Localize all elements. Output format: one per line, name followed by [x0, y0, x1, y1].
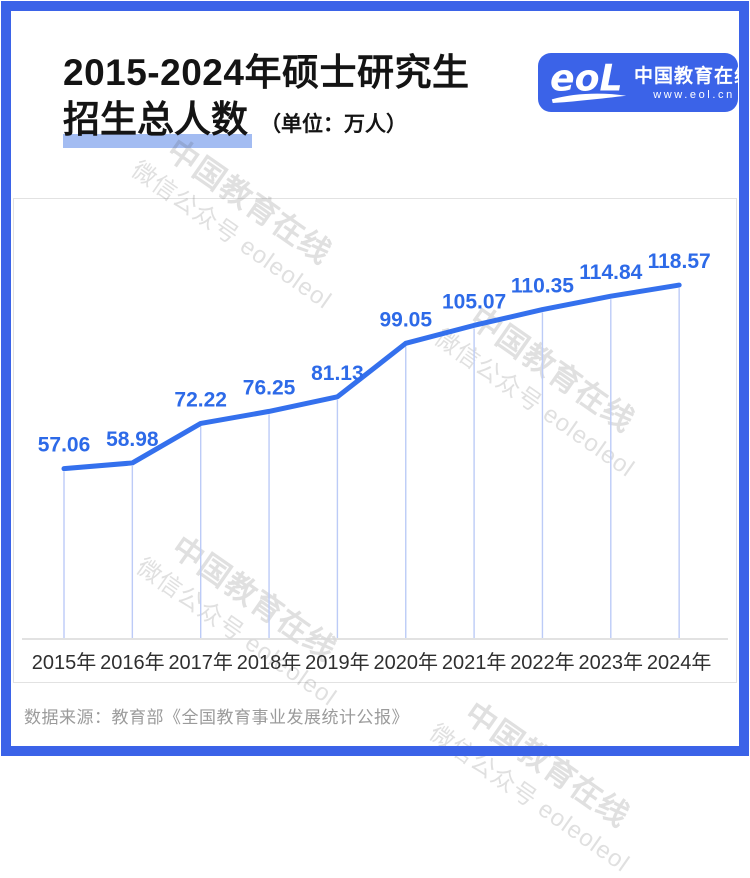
data-label: 57.06 — [38, 434, 91, 457]
line-chart: 57.06 58.98 72.22 76.25 81.13 99.05 105.07110.… — [22, 250, 728, 674]
eol-logo[interactable]: eoL 中国教育在线 www.eol.cn — [538, 53, 750, 112]
data-label: 99.05 — [379, 308, 432, 331]
x-tick-label: 2016年 — [100, 651, 165, 674]
x-tick-label: 2019年 — [305, 651, 370, 674]
data-source: 数据来源：教育部《全国教育事业发展统计公报》 — [24, 708, 409, 727]
logo-text: 中国教育在线 www.eol.cn — [634, 66, 750, 102]
data-label: 105.07 — [442, 290, 506, 313]
header: 2015-2024年硕士研究生 招生总人数 （单位：万人） — [63, 50, 469, 148]
eol-logo-mark-icon: eoL — [550, 58, 627, 103]
brand-name: 中国教育在线 — [634, 65, 750, 87]
x-tick-label: 2015年 — [32, 651, 97, 674]
brand-url: www.eol.cn — [653, 88, 735, 101]
x-tick-label: 2018年 — [237, 651, 302, 674]
data-label: 110.35 — [511, 275, 574, 298]
data-label: 58.98 — [106, 428, 159, 451]
data-label: 114.84 — [579, 261, 642, 284]
watermark-line1: 中国教育在线 — [458, 695, 636, 834]
page-title-line1: 2015-2024年硕士研究生 — [63, 52, 470, 93]
eol-mark-text: eoL — [550, 58, 623, 99]
x-tick-label: 2024年 — [647, 651, 712, 674]
x-tick-label: 2021年 — [442, 651, 507, 674]
x-tick-label: 2023年 — [579, 651, 644, 674]
watermark: 中国教育在线 微信公众号 eoleoleol — [424, 695, 658, 878]
data-label: 76.25 — [243, 376, 296, 399]
page-title-line2-highlighted: 招生总人数 — [63, 98, 252, 148]
watermark-line2: 微信公众号 eoleoleol — [424, 719, 635, 878]
data-label: 118.57 — [648, 250, 711, 273]
data-label: 81.13 — [311, 362, 364, 385]
page-title-line2-row: 招生总人数 （单位：万人） — [63, 98, 469, 148]
x-tick-label: 2020年 — [374, 651, 439, 674]
chart-card: 57.06 58.98 72.22 76.25 81.13 99.05 105.07 110.… — [13, 198, 737, 683]
data-label: 72.22 — [174, 388, 227, 411]
unit-label: （单位：万人） — [260, 113, 407, 136]
x-tick-label: 2022年 — [510, 651, 575, 674]
eol-mark-swoosh — [551, 93, 627, 103]
trend-line — [61, 282, 682, 472]
x-tick-label: 2017年 — [168, 651, 233, 674]
